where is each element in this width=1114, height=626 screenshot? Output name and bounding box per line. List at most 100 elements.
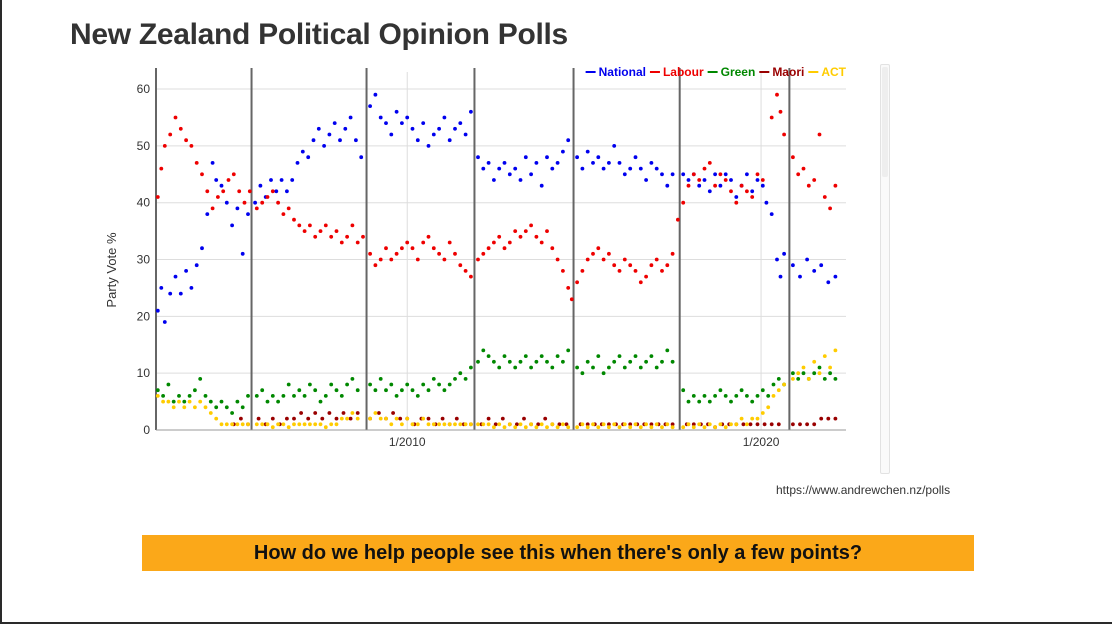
data-point <box>812 371 817 376</box>
data-point <box>801 371 806 376</box>
data-point <box>660 425 664 430</box>
data-point <box>812 422 817 427</box>
data-point <box>463 422 468 427</box>
data-point <box>286 425 291 430</box>
data-point <box>230 422 235 427</box>
data-point <box>269 178 273 182</box>
data-point <box>644 274 648 279</box>
data-point <box>481 166 486 171</box>
data-point <box>580 269 585 273</box>
data-point <box>638 166 643 171</box>
data-point <box>681 200 686 205</box>
data-point <box>697 178 702 182</box>
data-point <box>601 166 606 171</box>
data-point <box>828 371 832 376</box>
data-point <box>750 189 755 194</box>
data-point <box>431 377 436 381</box>
data-point <box>550 246 555 251</box>
vertical-scrollbar[interactable] <box>880 64 890 474</box>
y-tick-label: 50 <box>137 139 151 153</box>
data-point <box>437 126 441 131</box>
data-point <box>734 200 739 205</box>
data-point <box>561 149 565 154</box>
data-point <box>339 394 344 398</box>
data-point <box>254 206 259 211</box>
data-point <box>534 234 539 239</box>
data-point <box>580 371 585 376</box>
data-point <box>159 286 164 290</box>
data-point <box>702 178 707 182</box>
data-point <box>492 240 496 245</box>
data-point <box>155 195 160 199</box>
data-point <box>339 240 344 245</box>
data-point <box>628 422 633 427</box>
data-point <box>805 257 809 262</box>
data-point <box>410 388 415 393</box>
data-point <box>798 274 802 279</box>
data-point <box>826 416 831 421</box>
data-point <box>332 121 337 125</box>
data-point <box>702 166 707 171</box>
data-point <box>463 132 468 137</box>
data-point <box>254 422 259 427</box>
data-point <box>529 172 533 177</box>
data-point <box>193 405 197 410</box>
data-point <box>801 365 806 370</box>
data-point <box>327 132 332 137</box>
data-point <box>299 411 303 415</box>
data-point <box>739 388 744 393</box>
data-point <box>171 399 176 404</box>
data-point <box>515 422 519 427</box>
data-point <box>486 161 491 165</box>
data-point <box>681 425 686 430</box>
data-point <box>306 416 311 421</box>
data-point <box>497 234 502 239</box>
data-point <box>697 422 702 427</box>
y-tick-label: 40 <box>137 196 151 210</box>
data-point <box>458 263 463 268</box>
data-point <box>607 365 611 370</box>
data-point <box>463 269 468 273</box>
data-point <box>566 286 571 290</box>
data-point <box>833 416 838 421</box>
data-point <box>327 411 332 415</box>
data-point <box>534 359 539 364</box>
data-point <box>665 348 670 353</box>
data-point <box>203 394 208 398</box>
data-point <box>355 411 360 415</box>
data-point <box>453 251 457 256</box>
data-point <box>670 251 675 256</box>
data-point <box>258 183 263 188</box>
data-point <box>193 388 197 393</box>
data-point <box>755 416 760 421</box>
data-point <box>316 126 321 131</box>
data-point <box>463 377 468 381</box>
data-point <box>628 425 633 430</box>
data-point <box>580 166 585 171</box>
source-url: https://www.andrewchen.nz/polls <box>776 483 951 497</box>
data-point <box>270 189 275 194</box>
data-point <box>697 183 702 188</box>
data-point <box>313 422 318 427</box>
data-point <box>776 388 781 393</box>
data-point <box>622 172 627 177</box>
data-point <box>555 161 560 165</box>
data-point <box>778 274 783 279</box>
scrollbar-thumb[interactable] <box>882 67 888 177</box>
data-point <box>260 388 265 393</box>
data-point <box>833 348 838 353</box>
data-point <box>187 394 192 398</box>
data-point <box>334 416 339 421</box>
data-point <box>205 189 210 194</box>
data-point <box>224 200 229 205</box>
data-point <box>596 155 601 160</box>
data-point <box>405 416 410 421</box>
data-point <box>812 359 817 364</box>
data-point <box>691 172 696 177</box>
series-labour <box>155 92 838 302</box>
data-point <box>442 115 447 120</box>
data-point <box>389 132 394 137</box>
data-point <box>378 257 383 262</box>
data-point <box>702 394 707 398</box>
data-point <box>750 399 755 404</box>
